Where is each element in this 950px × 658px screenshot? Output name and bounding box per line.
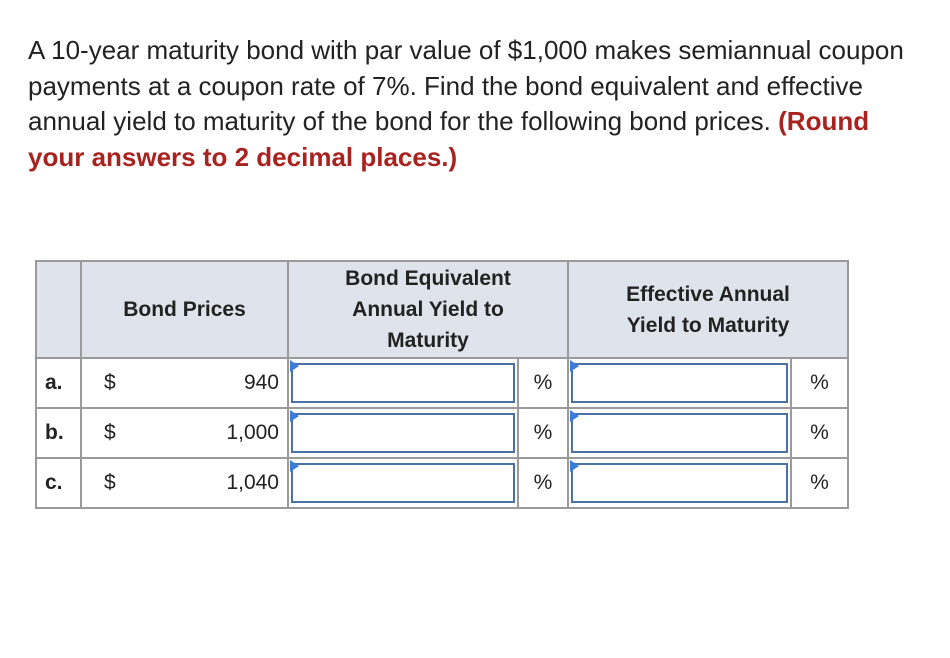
bond-price: 940 (141, 357, 289, 409)
unit: % (790, 357, 849, 409)
input-marker (290, 410, 299, 422)
column-header: Bond Equivalent Annual Yield to Maturity (287, 260, 569, 359)
input-cell (567, 407, 792, 459)
corner-cell (35, 260, 82, 359)
column-header: Effective Annual Yield to Maturity (567, 260, 849, 359)
answer-input[interactable] (291, 463, 515, 503)
unit: % (517, 357, 569, 409)
question: A 10-year maturity bond with par value o… (28, 33, 908, 175)
unit: % (517, 407, 569, 459)
table-row: c. $1,040%% (35, 457, 849, 509)
input-marker (570, 460, 579, 472)
input-marker (290, 360, 299, 372)
answer-table: Bond Prices Bond Equivalent Annual Yield… (35, 260, 849, 509)
row-label: a. (35, 357, 82, 409)
header-row: Bond Prices Bond Equivalent Annual Yield… (35, 260, 849, 359)
input-marker (570, 360, 579, 372)
answer-input[interactable] (571, 463, 788, 503)
input-cell (287, 407, 519, 459)
input-cell (567, 357, 792, 409)
bond-price: 1,000 (141, 407, 289, 459)
unit: % (790, 457, 849, 509)
unit: % (790, 407, 849, 459)
input-cell (287, 357, 519, 409)
column-header: Bond Prices (80, 260, 289, 359)
table-row: b. $1,000%% (35, 407, 849, 459)
input-marker (570, 410, 579, 422)
answer-input[interactable] (291, 363, 515, 403)
input-cell (287, 457, 519, 509)
input-marker (290, 460, 299, 472)
input-cell (567, 457, 792, 509)
row-label: c. (35, 457, 82, 509)
instruction: (Round your answers to 2 decimal places.… (28, 106, 870, 172)
table-row: a. $940%% (35, 357, 849, 409)
bond-price: 1,040 (141, 457, 289, 509)
answer-input[interactable] (571, 413, 788, 453)
question-text: A 10-year maturity bond with par value o… (28, 35, 904, 136)
table-body: a. $940%% b. $1,000%% c. $1,040%% (35, 357, 849, 509)
unit: % (517, 457, 569, 509)
currency: $ (80, 357, 141, 409)
answer-input[interactable] (571, 363, 788, 403)
currency: $ (80, 407, 141, 459)
answer-input[interactable] (291, 413, 515, 453)
currency: $ (80, 457, 141, 509)
row-label: b. (35, 407, 82, 459)
